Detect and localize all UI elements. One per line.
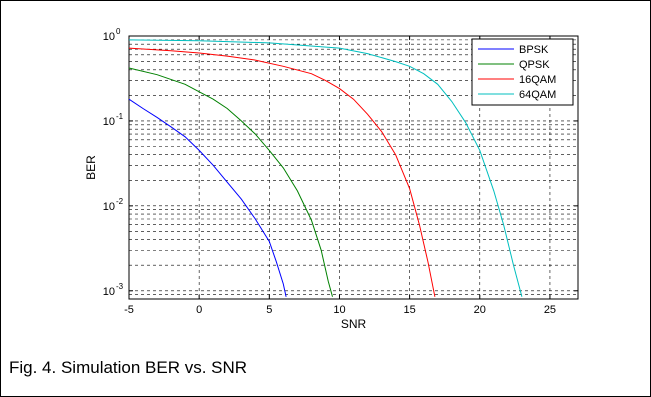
legend-label-bpsk: BPSK bbox=[519, 44, 549, 56]
legend-label-16qam: 16QAM bbox=[519, 74, 556, 86]
y-tick-label: 10 bbox=[103, 286, 115, 298]
y-tick-label: 10 bbox=[103, 116, 115, 128]
legend: BPSK QPSK 16QAM 64QAM bbox=[471, 38, 574, 106]
y-tick-exponent: -3 bbox=[116, 282, 124, 291]
y-tick-label: 10 bbox=[103, 201, 115, 213]
y-tick-exponent: -2 bbox=[116, 197, 124, 206]
plot-axes-box bbox=[128, 35, 579, 300]
series-line-16qam bbox=[128, 47, 436, 297]
series-line-qpsk bbox=[128, 67, 333, 297]
series-line-64qam bbox=[128, 39, 523, 297]
x-tick-label: 0 bbox=[196, 304, 202, 316]
legend-label-64qam: 64QAM bbox=[519, 89, 556, 101]
y-tick-exponent: 0 bbox=[116, 27, 121, 36]
x-tick-label: 20 bbox=[474, 304, 486, 316]
series-line-bpsk bbox=[128, 98, 287, 297]
x-axis-label: SNR bbox=[341, 317, 367, 331]
legend-label-qpsk: QPSK bbox=[519, 59, 550, 71]
x-tick-label: 15 bbox=[404, 304, 416, 316]
x-tick-label: 10 bbox=[333, 304, 345, 316]
y-tick-exponent: -1 bbox=[116, 112, 124, 121]
x-tick-label: 25 bbox=[544, 304, 556, 316]
x-tick-label: -5 bbox=[124, 304, 134, 316]
y-tick-label: 10 bbox=[103, 31, 115, 43]
figure-caption: Fig. 4. Simulation BER vs. SNR bbox=[9, 358, 248, 377]
x-tick-label: 5 bbox=[266, 304, 272, 316]
y-axis-label: BER bbox=[84, 155, 98, 180]
data-series bbox=[128, 39, 523, 297]
